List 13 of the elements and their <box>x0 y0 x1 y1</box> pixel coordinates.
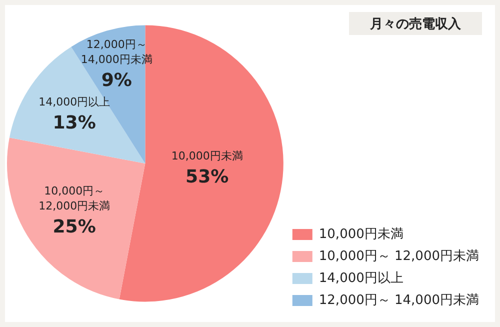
legend-label: 12,000円～ 14,000円未満 <box>318 292 479 308</box>
slice-label: 10,000円～ 12,000円未満 <box>38 184 110 213</box>
slice-label: 12,000円～ 14,000円未満 <box>80 38 152 66</box>
slice-label: 10,000円未満 <box>171 150 243 163</box>
legend-label: 10,000円～ 12,000円未満 <box>318 248 479 264</box>
data-label: 53% <box>186 166 229 188</box>
chart-title: 月々の売電収入 <box>349 12 482 35</box>
data-label: 25% <box>52 216 96 238</box>
legend-label: 10,000円未満 <box>318 226 404 242</box>
data-label: 13% <box>52 112 96 134</box>
legend-label: 14,000円以上 <box>318 270 404 286</box>
data-label: 9% <box>101 70 132 91</box>
slice-label: 14,000円以上 <box>38 96 110 109</box>
